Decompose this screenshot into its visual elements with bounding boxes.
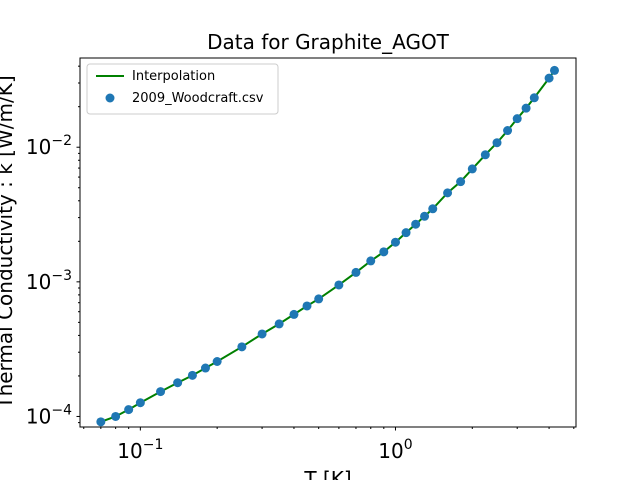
data-point — [379, 247, 389, 257]
y-tick-label: 10−3 — [26, 268, 72, 294]
data-point — [503, 126, 513, 136]
data-point — [257, 329, 267, 339]
data-point — [156, 387, 166, 397]
data-point — [274, 319, 284, 329]
legend: Interpolation 2009_Woodcraft.csv — [86, 63, 279, 115]
legend-label-interpolation: Interpolation — [132, 69, 215, 84]
legend-marker-swatch — [105, 93, 115, 103]
data-point — [212, 357, 222, 366]
data-point — [237, 342, 247, 352]
data-point — [200, 363, 210, 373]
data-point — [428, 204, 438, 214]
data-point — [135, 398, 145, 408]
data-point — [334, 280, 344, 290]
y-axis-label: Thermal Conductivity : k [W/m/K] — [0, 75, 17, 409]
data-point — [529, 93, 539, 103]
x-tick-label: 100 — [378, 437, 412, 463]
legend-box — [86, 63, 279, 115]
interpolation-line — [100, 69, 556, 423]
data-point — [467, 164, 477, 174]
data-point — [366, 256, 376, 266]
data-point — [173, 378, 183, 388]
data-point — [401, 228, 411, 238]
data-point — [480, 150, 490, 160]
data-point — [492, 138, 502, 148]
data-point — [544, 73, 554, 83]
chart-title: Data for Graphite_AGOT — [207, 30, 450, 54]
x-tick-label: 10−1 — [117, 437, 163, 463]
data-point — [549, 65, 559, 75]
data-point — [411, 219, 421, 229]
data-point — [512, 114, 522, 124]
y-tick-label: 10−4 — [26, 402, 72, 428]
plot-frame — [79, 57, 577, 428]
data-point — [420, 211, 430, 221]
data-point — [302, 301, 312, 311]
data-point — [111, 411, 121, 421]
y-tick-label: 10−2 — [26, 133, 72, 159]
data-point — [96, 417, 106, 427]
legend-label-woodcraft: 2009_Woodcraft.csv — [132, 91, 264, 106]
x-axis-label: T [K] — [303, 467, 351, 480]
x-axis: 10−1 100 — [83, 427, 575, 463]
data-point — [351, 267, 361, 277]
data-point — [443, 188, 453, 198]
data-point — [124, 405, 134, 415]
data-point — [390, 237, 400, 247]
data-point — [456, 177, 466, 187]
data-point — [187, 370, 197, 380]
plot-area — [96, 65, 559, 427]
y-axis: 10−4 10−3 10−2 — [26, 65, 80, 428]
data-point — [314, 294, 324, 304]
data-point — [521, 103, 531, 113]
data-point — [289, 309, 299, 319]
